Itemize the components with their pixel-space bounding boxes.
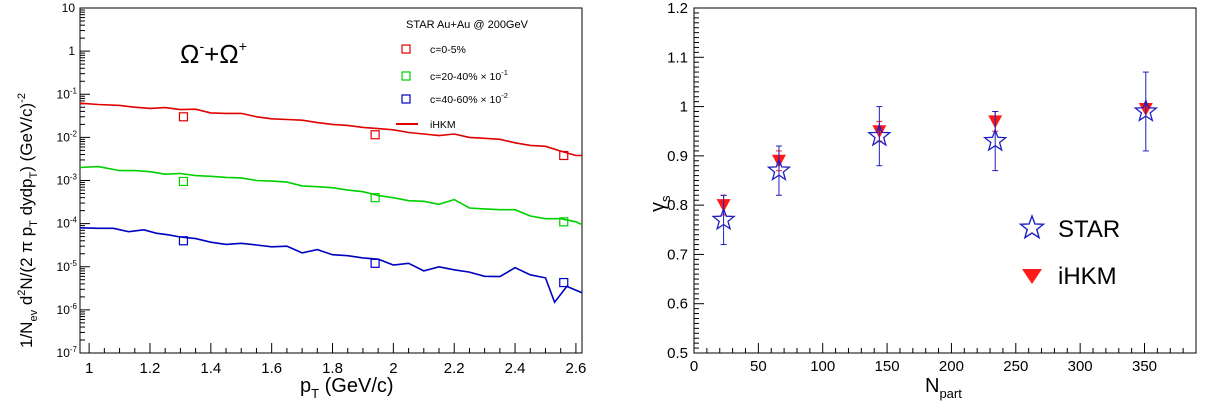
right-x-tick-label: 100: [810, 358, 835, 375]
legend-swatch-40-60: [401, 94, 411, 104]
legend-label-ihkm: iHKM: [430, 119, 456, 131]
legend-label-20-40: c=20-40% × 10-1: [430, 68, 508, 83]
model-line-5: [79, 227, 583, 304]
right-chart: 0 50 100 150 200 250 300 350 0.5 0.6 0.7 0.8 0.9 1 1.1…: [647, 0, 1197, 401]
right-x-tick-label: 200: [939, 358, 964, 375]
data-square-1-2: [559, 217, 569, 227]
left-chart-title: Ω-+Ω+: [180, 38, 247, 69]
left-y-tick-label: 1: [68, 44, 75, 58]
left-y-tick-label: 10-1: [57, 86, 78, 101]
left-x-tick-label: 2: [389, 360, 397, 377]
data-square-2-1: [370, 258, 380, 268]
right-axis-ticks: [693, 7, 1197, 354]
right-y-axis-label: γs: [647, 195, 673, 212]
legend-label-star: STAR: [1058, 216, 1120, 243]
right-data-markers: [711, 71, 1159, 246]
left-x-tick-label: 2.6: [565, 360, 586, 377]
left-x-tick-label: 1: [85, 360, 93, 377]
data-square-0-2: [559, 150, 569, 161]
star-marker-2: [867, 123, 892, 147]
left-x-tick-label: 1.4: [200, 360, 221, 377]
data-square-1-1: [370, 193, 380, 203]
right-y-tick-label: 1.2: [667, 0, 688, 17]
left-x-tick-label: 2.4: [505, 360, 526, 377]
data-square-0-1: [370, 130, 380, 140]
left-x-tick-label: 1.8: [322, 360, 343, 377]
legend-triangle-icon: [1022, 269, 1042, 284]
right-plot-frame: [693, 7, 1197, 354]
right-x-tick-label: 50: [750, 358, 767, 375]
star-marker-4: [1133, 98, 1159, 122]
left-data-markers: [178, 112, 569, 288]
left-y-tick-label: 10-4: [57, 216, 78, 231]
data-square-0-0: [178, 112, 189, 122]
right-y-tick-label: 1.1: [667, 49, 688, 66]
right-y-tick-label: 0.7: [667, 246, 688, 263]
right-x-tick-label: 0: [690, 358, 698, 375]
star-marker-1: [766, 157, 792, 182]
star-marker-3: [982, 128, 1008, 152]
left-axis-ticks: [80, 7, 577, 354]
data-square-2-2: [559, 277, 569, 288]
left-x-tick-label: 2.2: [444, 360, 465, 377]
right-x-tick-label: 300: [1068, 358, 1093, 375]
star-marker-0: [711, 207, 736, 231]
left-tick-labels: 1 1.2 1.4 1.6 1.8 2 2.2 2.4 2.6 10 1 10-1 10-2 10-3 10…: [57, 1, 587, 377]
data-square-2-0: [178, 236, 189, 246]
legend-swatch-20-40: [401, 71, 411, 81]
legend-label-ihkm-right: iHKM: [1058, 263, 1117, 290]
right-x-tick-label: 150: [875, 358, 900, 375]
left-chart: 1 1.2 1.4 1.6 1.8 2 2.2 2.4 2.6 10 1 10-1 10-2 10-3 10…: [16, 1, 586, 401]
legend-swatch-0-5: [401, 44, 411, 54]
legend-star-icon: [1018, 213, 1046, 240]
legend-label-40-60: c=40-60% × 10-2: [430, 91, 508, 106]
left-x-axis-label: pT (GeV/c): [300, 375, 394, 401]
data-square-1-0: [178, 176, 189, 187]
right-x-axis-label: Npart: [925, 375, 962, 401]
left-y-tick-label: 10-7: [57, 345, 78, 360]
right-x-tick-label: 350: [1132, 358, 1157, 375]
legend-title: STAR Au+Au @ 200GeV: [406, 19, 529, 31]
left-y-tick-label: 10-2: [57, 129, 78, 144]
left-y-tick-label: 10-5: [57, 259, 78, 274]
left-y-tick-label: 10-3: [57, 173, 78, 188]
right-x-tick-label: 250: [1003, 358, 1028, 375]
right-legend: STAR iHKM: [1018, 213, 1120, 290]
right-y-tick-label: 0.6: [667, 296, 688, 313]
left-x-tick-label: 1.2: [140, 360, 161, 377]
right-y-tick-label: 0.5: [667, 345, 688, 362]
left-legend: STAR Au+Au @ 200GeV c=0-5% c=20-40% × 10…: [396, 19, 529, 131]
left-plot-frame: [79, 7, 583, 354]
legend-label-0-5: c=0-5%: [430, 44, 466, 56]
left-y-tick-label: 10: [62, 1, 76, 15]
left-y-tick-label: 10-6: [57, 302, 78, 317]
left-y-axis-label: 1/Nev d2N/(2 π pT dydpT) (GeV/c)-2: [16, 93, 40, 348]
right-y-tick-label: 1: [680, 99, 688, 116]
right-y-tick-label: 0.8: [667, 197, 688, 214]
left-x-tick-label: 1.6: [261, 360, 282, 377]
right-tick-labels: 0 50 100 150 200 250 300 350 0.5 0.6 0.7 0.8 0.9 1 1.1…: [667, 0, 1157, 375]
model-line-4: [79, 165, 583, 226]
model-line-3: [79, 102, 582, 157]
left-model-lines: [79, 102, 583, 304]
right-y-tick-label: 0.9: [667, 148, 688, 165]
